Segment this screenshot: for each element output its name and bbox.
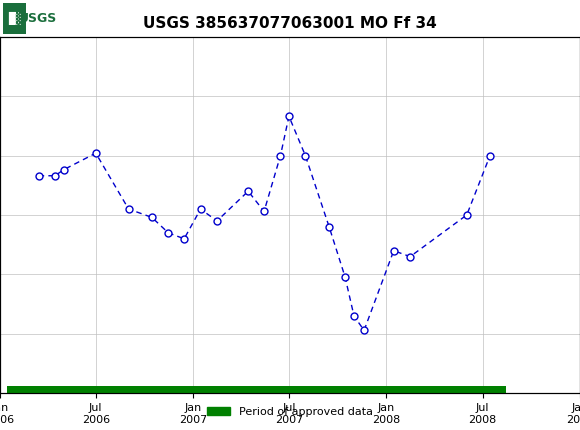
FancyBboxPatch shape	[3, 3, 72, 34]
Title: USGS 385637077063001 MO Ff 34: USGS 385637077063001 MO Ff 34	[143, 16, 437, 31]
Bar	[8, 386, 506, 400]
Text: USGS: USGS	[19, 12, 57, 25]
Legend: Period of approved data: Period of approved data	[203, 402, 377, 421]
Text: █░: █░	[8, 12, 21, 25]
FancyBboxPatch shape	[3, 3, 26, 34]
